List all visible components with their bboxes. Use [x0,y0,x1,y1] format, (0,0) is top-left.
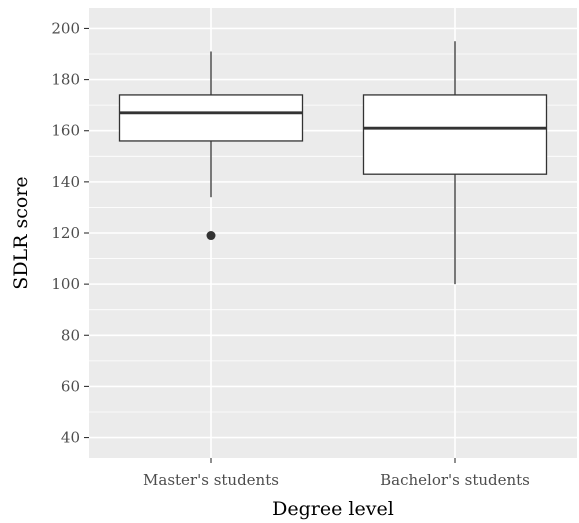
box [362,94,548,175]
outlier-point [206,231,216,241]
box-group [118,51,304,241]
y-tick-label: 40 [61,429,80,447]
y-axis: 40 60 80 100 120 140 160 180 200 [51,19,89,447]
y-tick-label: 120 [51,224,80,242]
x-axis: Master's students Bachelor's students [143,458,530,489]
box-group [362,41,548,285]
y-tick-label: 100 [51,275,80,293]
major-gridlines [89,8,577,458]
y-tick-label: 140 [51,173,80,191]
y-axis-title: SDLR score [10,176,32,289]
box [118,94,304,142]
x-tick-label: Master's students [143,471,279,489]
y-tick-label: 180 [51,71,80,89]
y-tick-label: 200 [51,19,80,37]
x-tick-label: Bachelor's students [380,471,530,489]
boxes [118,41,548,285]
y-tick-label: 80 [61,326,80,344]
y-tick-label: 160 [51,122,80,140]
y-tick-label: 60 [61,377,80,395]
x-axis-title: Degree level [272,498,394,520]
